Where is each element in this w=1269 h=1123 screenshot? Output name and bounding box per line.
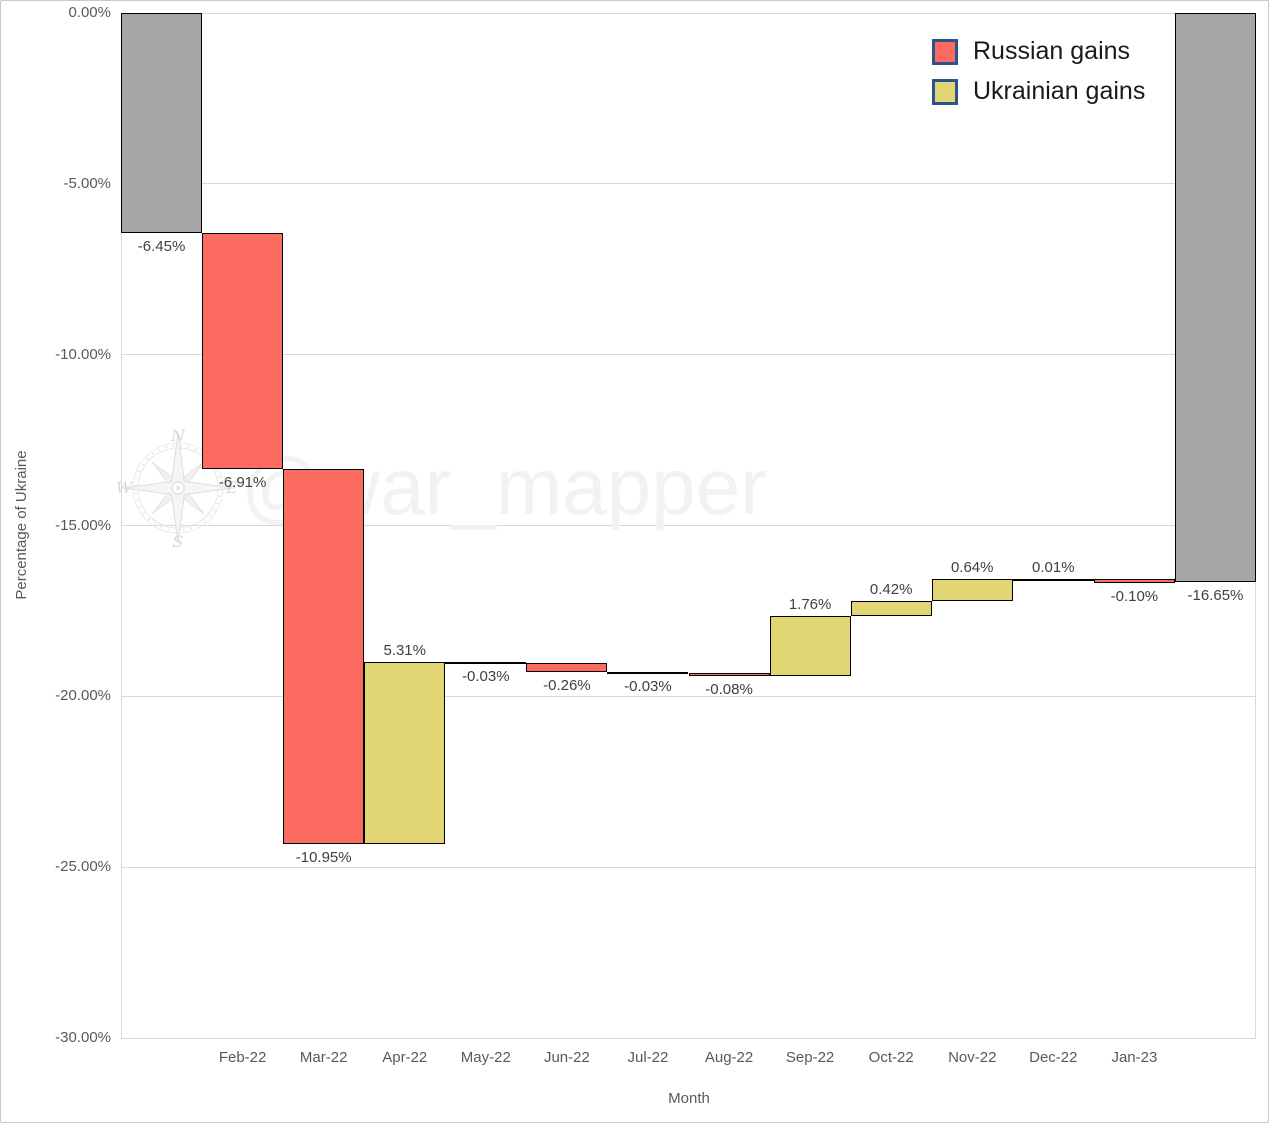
bar-data-label: -6.91% — [218, 474, 267, 492]
x-axis-tick-label: Apr-22 — [382, 1049, 428, 1066]
bar-jun-22 — [526, 663, 608, 673]
bar-jul-22 — [607, 672, 689, 675]
gridline — [121, 1037, 1256, 1039]
bar-data-label: 0.64% — [950, 559, 994, 577]
y-axis-tick-label: -25.00% — [55, 858, 111, 876]
bar-data-label: 1.76% — [788, 595, 832, 613]
bar-oct-22 — [850, 601, 932, 616]
y-axis-tick-label: -15.00% — [55, 516, 111, 534]
y-axis-tick-label: -10.00% — [55, 345, 111, 363]
bar-data-label: -0.26% — [543, 677, 591, 695]
y-axis-tick-label: -5.00% — [63, 174, 111, 192]
legend-item-russian-gains: Russian gains — [932, 37, 1145, 66]
compass-rose-icon: N W E S — [116, 426, 238, 551]
legend-label: Ukrainian gains — [973, 77, 1146, 105]
bar-data-label: -16.65% — [1187, 586, 1244, 604]
bar-nov-22 — [931, 579, 1013, 602]
x-axis-tick-label: Aug-22 — [704, 1049, 754, 1066]
gridline — [121, 695, 1256, 697]
y-axis-tick-label: 0.00% — [68, 4, 111, 21]
bar-data-label: -10.95% — [295, 848, 352, 866]
y-axis-title: Percentage of Ukraine — [13, 450, 30, 600]
x-axis-tick-label: Nov-22 — [948, 1049, 997, 1066]
bar-apr-22 — [364, 662, 446, 844]
gridline — [121, 866, 1256, 868]
bar-feb-22 — [202, 233, 284, 470]
legend-item-ukrainian-gains: Ukrainian gains — [932, 77, 1145, 106]
bar-data-label: -0.03% — [462, 668, 510, 686]
legend: Russian gains Ukrainian gains — [932, 37, 1145, 106]
x-axis-tick-label: Jun-22 — [543, 1049, 590, 1066]
bar-dec-22 — [1012, 579, 1094, 582]
gridline — [121, 12, 1256, 14]
bar-data-label: 0.01% — [1032, 559, 1075, 577]
bar-may-22 — [445, 662, 527, 665]
svg-text:S: S — [173, 532, 184, 551]
y-axis-tick-label: -30.00% — [55, 1029, 111, 1046]
y-axis-tick-label: -20.00% — [55, 687, 111, 705]
gridline — [121, 354, 1256, 356]
x-axis-tick-label: Mar-22 — [299, 1049, 348, 1066]
svg-text:N: N — [170, 426, 186, 445]
bar-mar-22 — [283, 469, 365, 844]
bar-initial — [121, 13, 203, 234]
bar-data-label: -0.08% — [705, 680, 753, 698]
legend-label: Russian gains — [973, 37, 1131, 65]
bar-jan-23 — [1093, 579, 1175, 583]
bar-aug-22 — [688, 673, 770, 676]
x-axis-tick-label: Jan-23 — [1111, 1049, 1158, 1066]
svg-text:E: E — [225, 478, 238, 497]
bar-data-label: -0.10% — [1110, 587, 1159, 605]
bar-data-label: 0.42% — [869, 581, 913, 599]
gridline — [121, 525, 1256, 526]
x-axis-tick-label: May-22 — [460, 1049, 511, 1066]
x-axis-title: Month — [668, 1090, 710, 1107]
gridline — [121, 183, 1256, 185]
bar-data-label: -6.45% — [137, 238, 186, 256]
bar-data-label: 5.31% — [383, 642, 426, 660]
x-axis-tick-label: Jul-22 — [627, 1049, 669, 1066]
x-axis-tick-label: Sep-22 — [785, 1049, 835, 1066]
bar-sep-22 — [769, 615, 851, 676]
svg-text:W: W — [116, 478, 134, 497]
bar-total — [1174, 13, 1256, 582]
x-axis-tick-label: Dec-22 — [1029, 1049, 1078, 1066]
x-axis-tick-label: Feb-22 — [218, 1049, 267, 1066]
legend-swatch-russian — [932, 38, 958, 65]
legend-swatch-ukrainian — [932, 78, 958, 105]
plot-area-border — [121, 13, 122, 1038]
bar-data-label: -0.03% — [624, 678, 672, 696]
x-axis-tick-label: Oct-22 — [868, 1049, 914, 1066]
